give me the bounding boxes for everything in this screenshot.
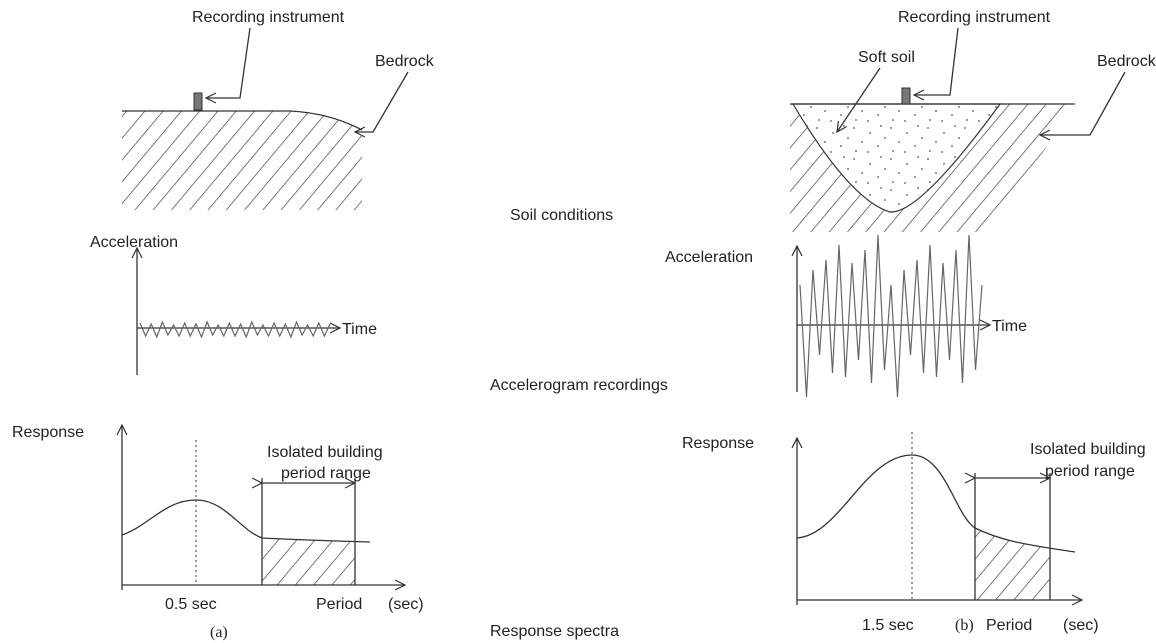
spectrum-curve [796,454,1076,553]
instrument [193,92,203,111]
label: Soft soil [858,49,915,66]
label: period range [1045,463,1135,480]
label: (sec) [388,596,424,613]
label: Acceleration [665,249,753,266]
label: Period [316,596,362,613]
label: Time [342,321,377,338]
label: Bedrock [1097,53,1156,70]
label: Recording instrument [192,9,345,26]
arrow [837,67,881,132]
label: 0.5 sec [165,596,217,613]
arrow [914,27,959,95]
ground-line [122,110,363,131]
accelerogram [799,234,983,398]
arrow [355,71,409,132]
accelerogram [139,320,331,339]
arrow [1040,71,1126,135]
row-label: Response spectra [490,623,619,640]
label: Response [682,435,754,452]
row-label: Accelerogram recordings [490,377,668,394]
label: Time [992,318,1027,335]
spectrum-curve [121,499,371,543]
bedrock-hatch [122,111,362,210]
caption: (a) [210,624,228,641]
instrument [901,87,911,105]
label: Isolated building [1030,441,1146,458]
label: Period [986,617,1032,634]
range-hatch [975,528,1050,600]
label: 1.5 sec [862,617,914,634]
panel-a: Recording instrument Bedrock Acceleratio… [12,9,435,641]
caption: (b) [955,617,974,634]
label: (sec) [1063,617,1099,634]
label: Acceleration [90,234,178,251]
row-label: Soil conditions [510,207,613,224]
label: Recording instrument [898,9,1051,26]
label: Bedrock [375,53,435,70]
panel-b: Recording instrument Soft soil Bedrock A… [665,9,1156,634]
label: Response [12,424,84,441]
range-hatch [262,538,355,585]
label: Isolated building [267,444,383,461]
label: period range [281,465,371,482]
arrow [206,27,251,98]
